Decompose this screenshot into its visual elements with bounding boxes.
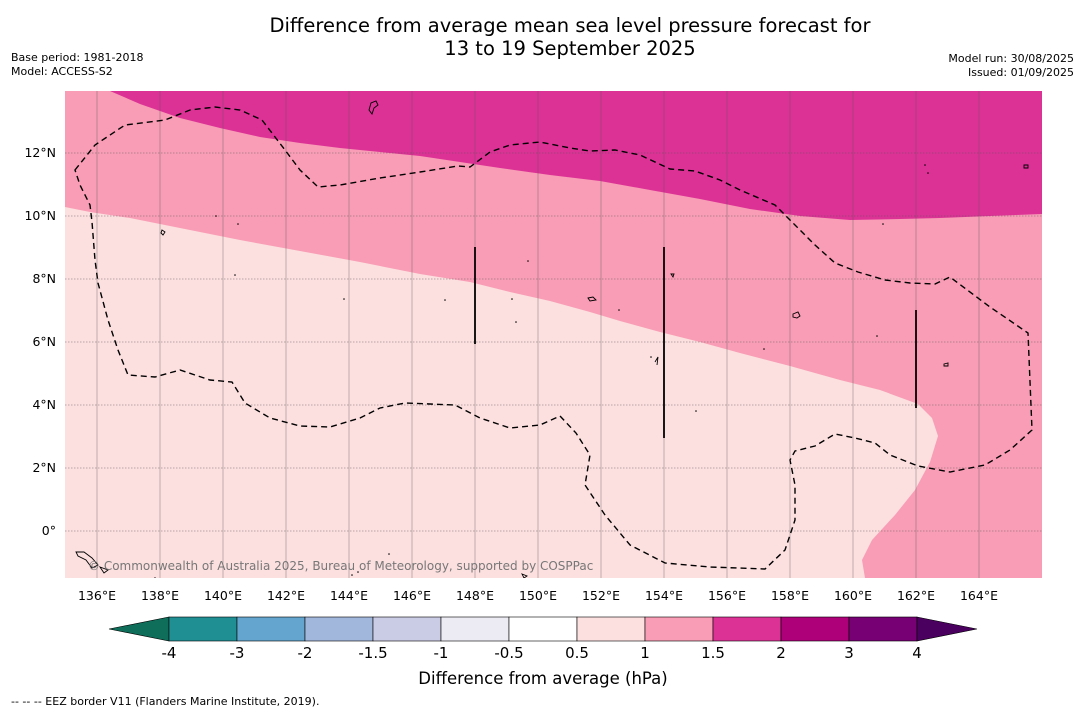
longitude-label: 152°E: [582, 588, 620, 603]
longitude-label: 144°E: [330, 588, 368, 603]
latitude-label: 6°N: [32, 334, 56, 349]
copyright-notice: © Commonwealth of Australia 2025, Bureau…: [88, 559, 593, 573]
colorbar: [108, 616, 978, 642]
latitude-label: 10°N: [24, 208, 56, 223]
issued-date: Issued: 01/09/2025: [967, 66, 1074, 79]
longitude-label: 148°E: [456, 588, 494, 603]
longitude-labels: 136°E 138°E 140°E 142°E 144°E 146°E 148°E 150°E…: [78, 588, 998, 603]
colorbar-tick-label: -3: [230, 644, 245, 662]
longitude-label: 164°E: [960, 588, 998, 603]
title-line-1: Difference from average mean sea level p…: [269, 14, 871, 37]
colorbar-over-arrow: [916, 616, 978, 642]
colorbar-segment: [168, 616, 238, 642]
longitude-label: 150°E: [519, 588, 557, 603]
colorbar-tick-label: -0.5: [494, 644, 523, 662]
longitude-label: 156°E: [708, 588, 746, 603]
longitude-label: 138°E: [141, 588, 179, 603]
meta-left: Base period: 1981-2018 Model: ACCESS-S2: [11, 51, 143, 79]
colorbar-under-arrow: [108, 616, 170, 642]
colorbar-tick-label: 0.5: [565, 644, 589, 662]
colorbar-tick-label: 1: [640, 644, 650, 662]
base-period: Base period: 1981-2018: [11, 51, 144, 64]
latitude-lines: [65, 152, 1042, 532]
model-run: Model run: 30/08/2025: [948, 52, 1074, 65]
colorbar-tick-label: -1.5: [358, 644, 387, 662]
anomaly-band-1.5-2: [110, 91, 1042, 220]
longitude-label: 162°E: [897, 588, 935, 603]
islands: [75, 100, 1029, 578]
colorbar-segment: [644, 616, 714, 642]
latitude-label: 4°N: [32, 397, 56, 412]
eez-footer-note: -- -- -- EEZ border V11 (Flanders Marine…: [11, 695, 320, 708]
vertical-markers: [474, 247, 917, 438]
colorbar-tick-label: 1.5: [701, 644, 725, 662]
map-title: Difference from average mean sea level p…: [0, 14, 1085, 60]
latitude-label: 0°: [42, 523, 56, 538]
colorbar-labels: -4 -3 -2 -1.5 -1 -0.5 0.5 1 1.5 2 3 4: [162, 644, 922, 662]
colorbar-segment: [780, 616, 850, 642]
colorbar-title: Difference from average (hPa): [418, 669, 667, 688]
longitude-label: 136°E: [78, 588, 116, 603]
latitude-label: 8°N: [32, 271, 56, 286]
map-area: © Commonwealth of Australia 2025, Bureau…: [65, 91, 1042, 578]
colorbar-segment: [848, 616, 918, 642]
meta-right: Model run: 30/08/2025 Issued: 01/09/2025: [948, 52, 1074, 80]
longitude-label: 160°E: [834, 588, 872, 603]
colorbar-tick-label: -4: [162, 644, 177, 662]
colorbar-segment: [236, 616, 306, 642]
longitude-label: 140°E: [204, 588, 242, 603]
longitude-label: 142°E: [267, 588, 305, 603]
latitude-label: 12°N: [24, 145, 56, 160]
small-islets: [154, 164, 929, 578]
colorbar-segment: [508, 616, 578, 642]
colorbar-segment: [440, 616, 510, 642]
colorbar-tick-label: 2: [776, 644, 786, 662]
colorbar-tick-label: -1: [434, 644, 449, 662]
latitude-labels: 12°N 10°N 8°N 6°N 4°N 2°N 0°: [24, 145, 56, 538]
colorbar-tick-label: 3: [844, 644, 854, 662]
colorbar-segment: [712, 616, 782, 642]
model-name: Model: ACCESS-S2: [11, 65, 113, 78]
colorbar-segment: [576, 616, 646, 642]
longitude-label: 154°E: [645, 588, 683, 603]
title-line-2: 13 to 19 September 2025: [444, 37, 696, 60]
eez-border: [74, 106, 1033, 570]
longitude-label: 158°E: [771, 588, 809, 603]
latitude-label: 2°N: [32, 460, 56, 475]
colorbar-segment: [372, 616, 442, 642]
colorbar-tick-label: -2: [298, 644, 313, 662]
colorbar-tick-label: 4: [912, 644, 922, 662]
longitude-label: 146°E: [393, 588, 431, 603]
colorbar-segment: [304, 616, 374, 642]
